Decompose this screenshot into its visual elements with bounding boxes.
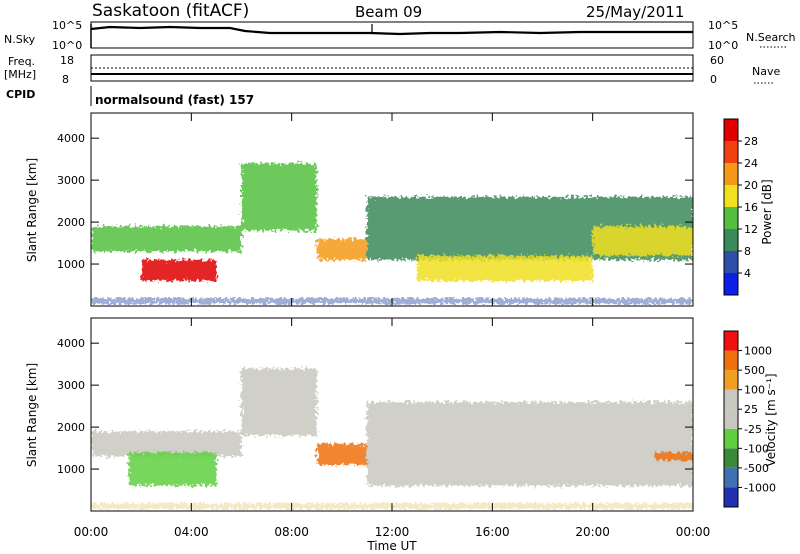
velocity-ytick-label-3: 4000	[57, 337, 85, 350]
power-region-1	[141, 259, 217, 281]
power-colorbar-label-4: 20	[744, 179, 758, 192]
power-ytick-label-1: 2000	[57, 216, 85, 229]
power-colorbar-swatch-0	[724, 273, 738, 295]
nsky-panel	[90, 21, 694, 49]
power-colorbar-label-6: 28	[744, 135, 758, 148]
power-colorbar-label-3: 16	[744, 201, 758, 214]
velocity-colorbar-swatch-0	[724, 487, 738, 507]
cpid-text: normalsound (fast) 157	[95, 93, 254, 107]
velocity-colorbar-label-6: -500	[744, 462, 769, 475]
velocity-colorbar-swatch-6	[724, 370, 738, 390]
x-tick-label-2: 08:00	[274, 525, 309, 539]
power-colorbar-swatch-4	[724, 185, 738, 207]
nsky-right-bot: 10^0	[708, 39, 738, 52]
velocity-region-1	[128, 452, 217, 486]
freq-label-top: Freq.	[8, 55, 35, 68]
velocity-colorbar-label-1: 500	[744, 364, 765, 377]
velocity-colorbar-label-7: -1000	[744, 481, 776, 494]
power-colorbar-swatch-6	[724, 141, 738, 163]
velocity-colorbar-label: Velocity [m s⁻¹]	[764, 373, 778, 466]
power-colorbar-swatch-3	[724, 207, 738, 229]
x-tick-label-3: 12:00	[375, 525, 410, 539]
velocity-colorbar-swatch-1	[724, 467, 738, 488]
site-title: Saskatoon (fitACF)	[92, 1, 249, 21]
power-colorbar-swatch-1	[724, 251, 738, 273]
power-region-5	[417, 255, 593, 281]
power-region-0	[91, 226, 242, 252]
velocity-colorbar-swatch-5	[724, 389, 738, 410]
velocity-colorbar-label-3: 25	[744, 403, 758, 416]
velocity-region-5	[655, 452, 693, 461]
freq-label-bot: [MHz]	[4, 68, 36, 81]
velocity-region-2	[241, 368, 317, 436]
nsearch-label: N.Search	[746, 31, 796, 44]
velocity-region-4	[366, 401, 693, 486]
x-tick-label-6: 00:00	[676, 525, 711, 539]
freq-left-top: 18	[60, 54, 74, 67]
power-colorbar-swatch-2	[724, 229, 738, 251]
velocity-ylabel: Slant Range [km]	[25, 363, 39, 467]
power-ylabel: Slant Range [km]	[25, 158, 39, 262]
power-colorbar-label-2: 12	[744, 223, 758, 236]
velocity-colorbar-label-2: 100	[744, 384, 765, 397]
power-colorbar-label-5: 24	[744, 157, 758, 170]
date-title: 25/May/2011	[586, 3, 684, 21]
cpid-label: CPID	[6, 88, 35, 101]
nsky-left-top: 10^5	[52, 19, 82, 32]
nsky-label: N.Sky	[4, 33, 36, 46]
velocity-ytick-label-0: 1000	[57, 463, 85, 476]
velocity-colorbar-swatch-8	[724, 331, 738, 351]
x-tick-label-1: 04:00	[174, 525, 209, 539]
velocity-colorbar-swatch-4	[724, 409, 738, 429]
power-region-6	[592, 226, 693, 256]
velocity-colorbar-frame	[723, 330, 739, 508]
velocity-colorbar-label-0: 1000	[744, 345, 772, 358]
power-panel: 1000 2000 3000 4000 Slant Range [km]	[25, 112, 694, 307]
velocity-colorbar-swatch-2	[724, 448, 738, 468]
velocity-colorbar-label-5: -100	[744, 442, 769, 455]
x-axis-label: Time UT	[366, 539, 417, 553]
power-colorbar-label-1: 8	[744, 245, 751, 258]
velocity-region-3	[316, 443, 367, 465]
velocity-ytick-label-1: 2000	[57, 421, 85, 434]
power-region-3	[316, 238, 367, 260]
velocity-colorbar-label-4: -25	[744, 423, 762, 436]
power-ytick-label-2: 3000	[57, 174, 85, 187]
power-region-2	[241, 163, 317, 231]
freq-left-bot: 8	[62, 73, 69, 86]
nsky-right-top: 10^5	[708, 19, 738, 32]
power-colorbar-label: Power [dB]	[760, 179, 774, 244]
power-colorbar-swatch-7	[724, 119, 738, 141]
velocity-ytick-label-2: 3000	[57, 379, 85, 392]
nave-label: Nave	[752, 65, 780, 78]
velocity-colorbar-swatch-3	[724, 428, 738, 449]
x-tick-label-0: 00:00	[74, 525, 109, 539]
power-colorbar-swatch-5	[724, 163, 738, 185]
nsky-left-bot: 10^0	[52, 39, 82, 52]
freq-right-top: 60	[710, 54, 724, 67]
power-ytick-label-0: 1000	[57, 258, 85, 271]
velocity-panel: 1000 2000 3000 4000 Slant Range [km]	[25, 317, 694, 512]
velocity-colorbar: 1000 500 100 25 -25 -100 -500 -1000	[723, 330, 776, 508]
x-tick-label-5: 20:00	[575, 525, 610, 539]
beam-title: Beam 09	[355, 3, 422, 21]
velocity-colorbar-swatch-7	[724, 350, 738, 371]
freq-right-bot: 0	[710, 73, 717, 86]
nsky-trace	[90, 25, 693, 36]
power-colorbar-label-0: 4	[744, 267, 751, 280]
power-ytick-label-3: 4000	[57, 132, 85, 145]
power-colorbar: 4 8 12 16 20 24 28	[723, 118, 758, 296]
x-tick-label-4: 16:00	[475, 525, 510, 539]
